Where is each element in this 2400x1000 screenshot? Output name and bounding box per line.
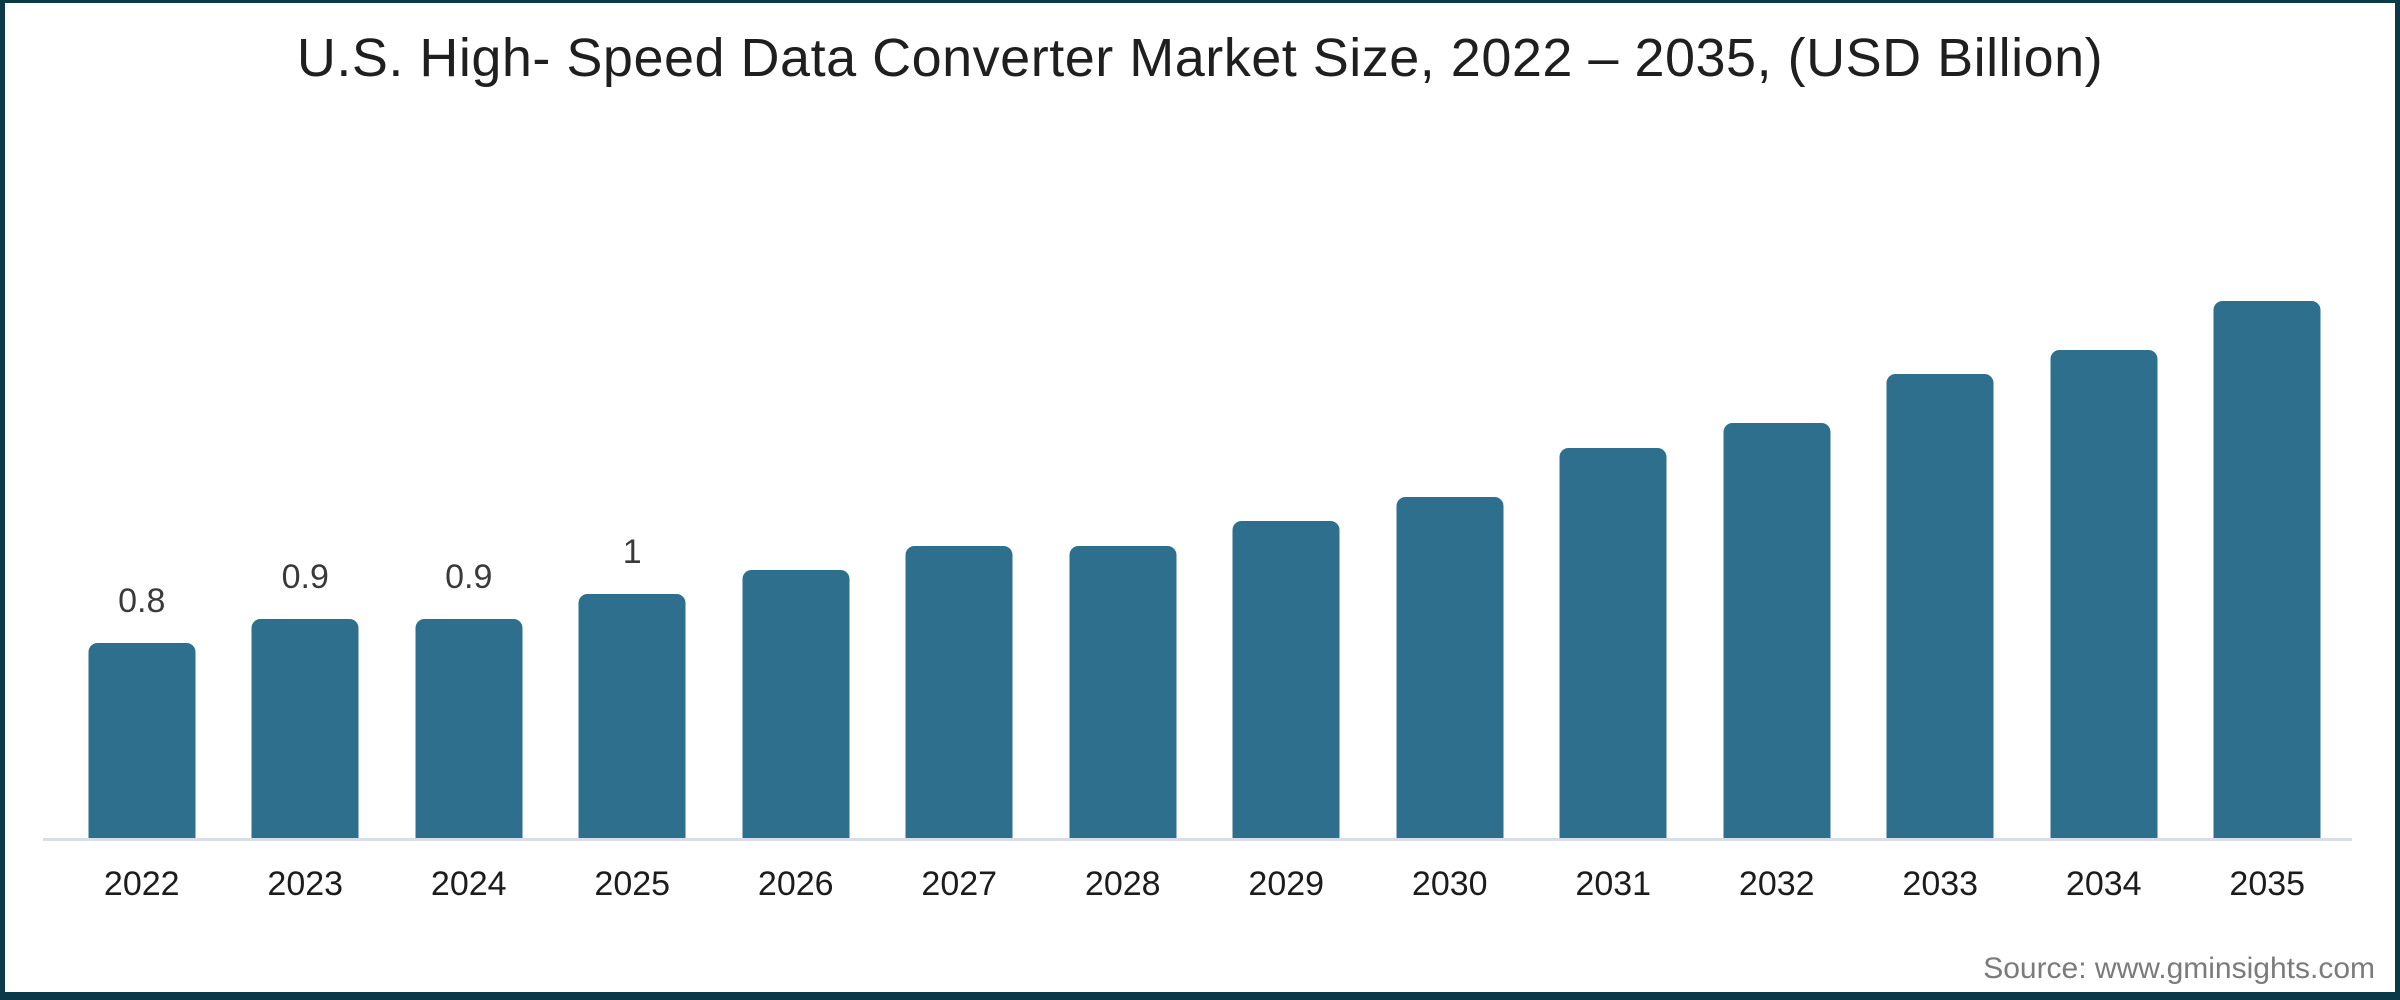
bar-column-2033 — [1859, 3, 2023, 839]
bar-2035 — [2213, 301, 2321, 839]
x-tick-2022: 2022 — [103, 865, 180, 903]
bar-column-2032 — [1695, 3, 1859, 839]
bar-value-label-2024: 0.9 — [445, 558, 493, 596]
bar-value-label-2023: 0.9 — [281, 558, 329, 596]
source-credit: Source: www.gminsights.com — [1983, 952, 2375, 985]
bar-column-2031 — [1532, 3, 1696, 839]
x-tick-2026: 2026 — [757, 865, 834, 903]
bar-2029 — [1232, 521, 1340, 839]
x-tick-2028: 2028 — [1084, 865, 1161, 903]
x-tick-2023: 2023 — [267, 865, 344, 903]
bar-column-2024: 0.9 — [387, 3, 551, 839]
x-tick-2025: 2025 — [594, 865, 671, 903]
x-tick-2033: 2033 — [1902, 865, 1979, 903]
bar-2028 — [1069, 546, 1177, 839]
bar-2030 — [1396, 497, 1504, 839]
bar-column-2022: 0.8 — [60, 3, 224, 839]
bar-column-2035 — [2186, 3, 2350, 839]
bars-layer: 0.8 0.9 0.9 1 — [60, 3, 2349, 839]
bar-2027 — [905, 546, 1013, 839]
x-tick-2031: 2031 — [1575, 865, 1652, 903]
bar-column-2027 — [878, 3, 1042, 839]
bar-column-2034 — [2022, 3, 2186, 839]
bar-2031 — [1559, 448, 1667, 839]
bar-column-2030 — [1368, 3, 1532, 839]
bar-2033 — [1886, 374, 1994, 839]
bar-2026 — [742, 570, 850, 839]
x-tick-2034: 2034 — [2065, 865, 2142, 903]
plot-area: 0.8 0.9 0.9 1 — [5, 3, 2395, 841]
x-tick-2032: 2032 — [1738, 865, 1815, 903]
chart-title: U.S. High- Speed Data Converter Market S… — [296, 28, 2104, 88]
bar-2024 — [415, 619, 523, 839]
x-axis-labels: 2022 2023 2024 2025 2026 2027 2028 2029 2030 2031… — [60, 865, 2349, 915]
x-tick-2030: 2030 — [1411, 865, 1488, 903]
x-tick-2029: 2029 — [1248, 865, 1325, 903]
bar-2025 — [578, 594, 686, 839]
x-tick-2035: 2035 — [2229, 865, 2306, 903]
x-tick-2024: 2024 — [430, 865, 507, 903]
x-axis-line — [43, 838, 2352, 841]
bar-2034 — [2050, 350, 2158, 839]
bar-value-label-2022: 0.8 — [118, 582, 166, 620]
bar-column-2025: 1 — [551, 3, 715, 839]
bar-column-2026 — [714, 3, 878, 839]
x-tick-2027: 2027 — [921, 865, 998, 903]
bar-2022 — [88, 643, 196, 839]
bar-column-2029 — [1205, 3, 1369, 839]
bar-column-2028 — [1041, 3, 1205, 839]
bar-value-label-2025: 1 — [622, 533, 642, 571]
bar-column-2023: 0.9 — [224, 3, 388, 839]
bar-2023 — [251, 619, 359, 839]
bar-2032 — [1723, 423, 1831, 839]
